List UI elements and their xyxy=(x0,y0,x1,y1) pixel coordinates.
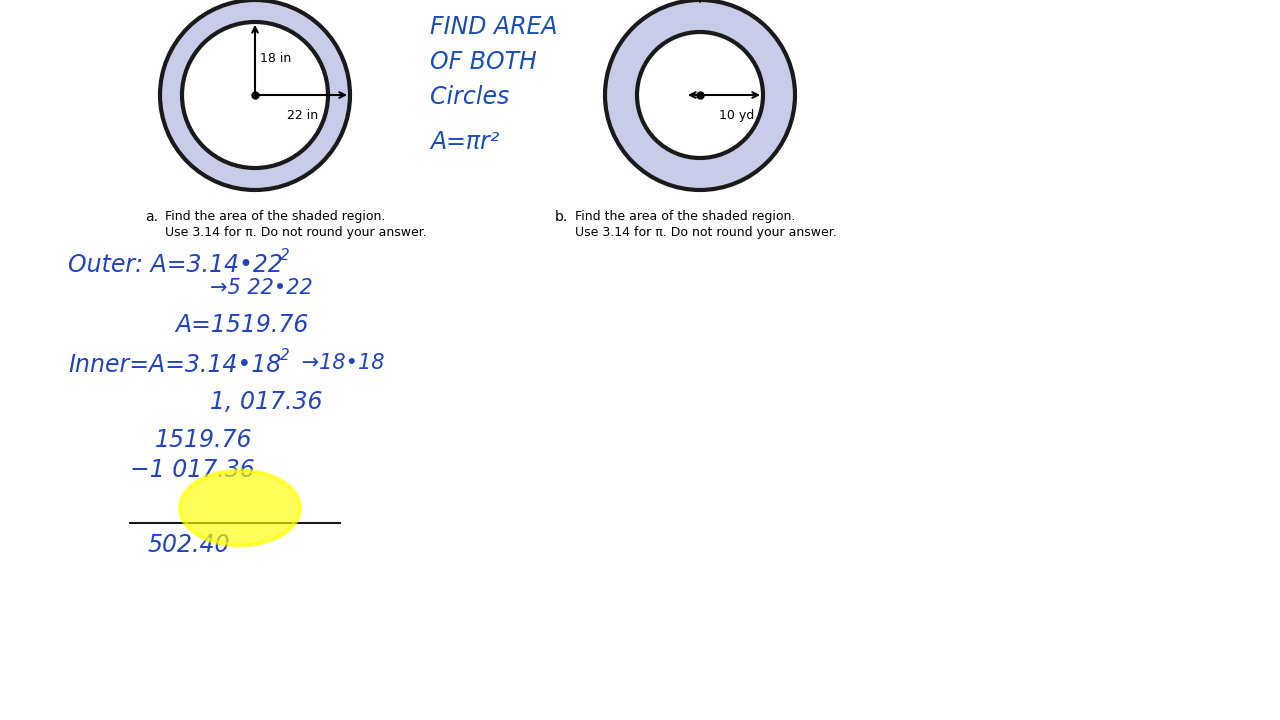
Circle shape xyxy=(160,0,349,190)
Text: Use 3.14 for π. Do not round your answer.: Use 3.14 for π. Do not round your answer… xyxy=(575,226,837,239)
Text: 1519.76: 1519.76 xyxy=(155,428,252,452)
Circle shape xyxy=(182,22,328,168)
Text: A=πr²: A=πr² xyxy=(430,130,499,154)
Text: OF BOTH: OF BOTH xyxy=(430,50,536,74)
Text: A=1519.76: A=1519.76 xyxy=(175,313,308,337)
Text: Outer: A=3.14•22: Outer: A=3.14•22 xyxy=(68,253,283,277)
Text: 2: 2 xyxy=(280,248,289,263)
Text: Inner=A=3.14•18: Inner=A=3.14•18 xyxy=(68,353,282,377)
Circle shape xyxy=(605,0,795,190)
Text: →5 22•22: →5 22•22 xyxy=(210,278,312,298)
Text: 2: 2 xyxy=(280,348,289,363)
Text: 18 in: 18 in xyxy=(260,52,292,65)
Text: →18•18: →18•18 xyxy=(294,353,384,373)
Text: a.: a. xyxy=(145,210,157,224)
Text: Use 3.14 for π. Do not round your answer.: Use 3.14 for π. Do not round your answer… xyxy=(165,226,426,239)
Text: FIND AREA: FIND AREA xyxy=(430,15,558,39)
Text: Find the area of the shaded region.: Find the area of the shaded region. xyxy=(165,210,385,223)
Text: 502.40: 502.40 xyxy=(148,533,230,557)
Text: Circles: Circles xyxy=(430,85,509,109)
Text: 22 in: 22 in xyxy=(287,109,317,122)
Text: −1 017.36: −1 017.36 xyxy=(131,458,255,482)
Ellipse shape xyxy=(180,470,300,546)
Text: 1, 017.36: 1, 017.36 xyxy=(210,390,323,414)
Circle shape xyxy=(637,32,763,158)
Text: b.: b. xyxy=(556,210,568,224)
Text: Find the area of the shaded region.: Find the area of the shaded region. xyxy=(575,210,795,223)
Text: 10 yd: 10 yd xyxy=(719,109,754,122)
